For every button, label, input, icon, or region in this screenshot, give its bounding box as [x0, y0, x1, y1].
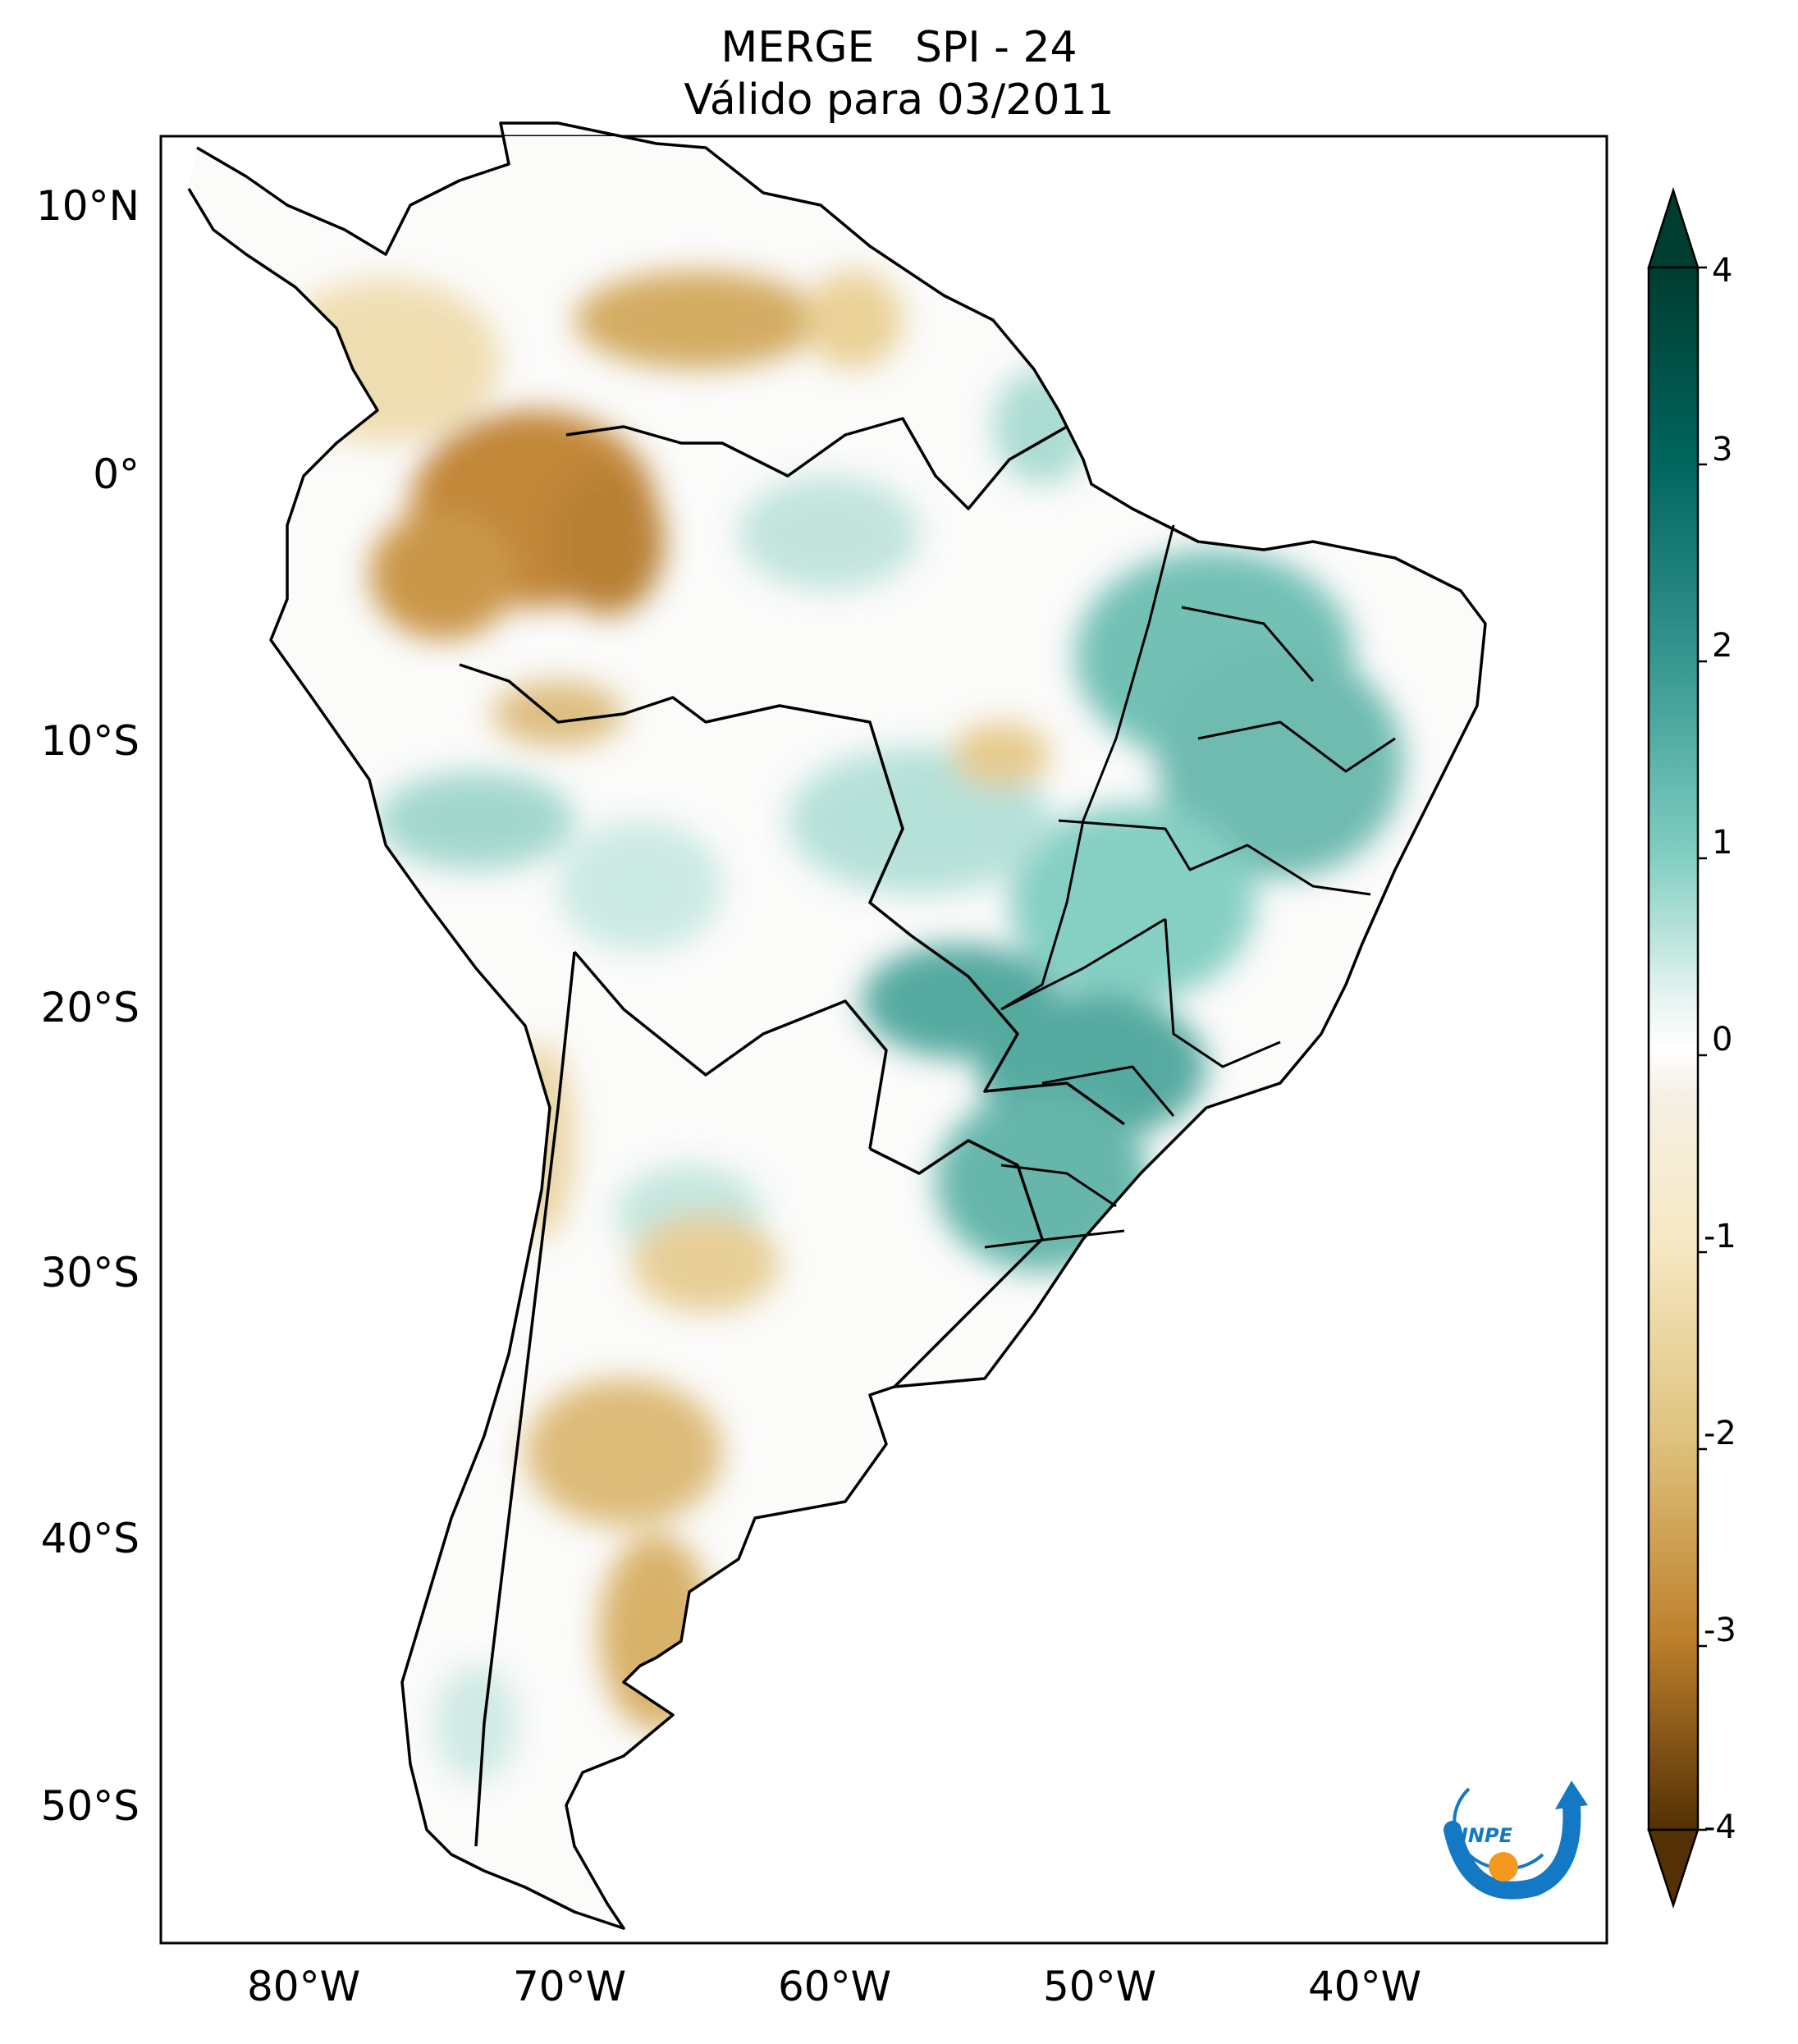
logo-orange-circle	[1489, 1852, 1518, 1882]
lat-tick-label: 10°N	[36, 182, 140, 230]
lat-tick-label: 30°S	[41, 1249, 140, 1296]
border-andes	[474, 951, 576, 1847]
lon-tick-label: 60°W	[778, 1963, 891, 2010]
lat-tick-label: 50°S	[41, 1782, 140, 1830]
border-states	[984, 524, 1396, 1249]
lat-tick-label: 20°S	[41, 984, 140, 1031]
lon-tick-label: 50°W	[1043, 1963, 1156, 2010]
lon-tick-labels: 80°W 70°W 60°W 50°W 40°W	[247, 1963, 1421, 2010]
lat-tick-label: 40°S	[41, 1515, 140, 1562]
lon-tick-label: 40°W	[1308, 1963, 1421, 2010]
border-paraguay-argentina	[869, 1139, 1044, 1388]
borders	[187, 121, 1487, 1930]
inpe-logo: INPE	[1443, 1781, 1588, 1900]
lon-tick-label: 80°W	[247, 1963, 360, 2010]
border-bolivia	[573, 950, 888, 1150]
colorbar-tick-label: -1	[1704, 1218, 1736, 1255]
colorbar-tick-label: 3	[1712, 431, 1732, 469]
border-brazil-west	[459, 663, 1126, 1126]
colorbar-tick-label: 0	[1712, 1021, 1732, 1059]
colorbar-min-extend	[1647, 1828, 1700, 1909]
logo-text: INPE	[1461, 1824, 1513, 1847]
logo-arrow	[1555, 1781, 1588, 1809]
coastline	[187, 121, 1487, 1930]
lat-tick-label: 0°	[93, 450, 140, 498]
map-subtitle: Válido para 03/2011	[684, 75, 1114, 125]
lat-tick-label: 10°S	[41, 717, 140, 765]
colorbar-ticks	[1698, 266, 1707, 1831]
colorbar: 4 3 2 1 0 -1 -2 -3 -4	[1647, 186, 1736, 1909]
colorbar-tick-label: -2	[1704, 1415, 1736, 1452]
lat-tick-labels: 10°N 0° 10°S 20°S 30°S 40°S 50°S	[36, 182, 140, 1830]
colorbar-tick-label: -4	[1704, 1809, 1736, 1846]
logo-arc	[1443, 1796, 1581, 1900]
colorbar-bar	[1647, 266, 1700, 1831]
border-brazil-north	[565, 417, 1068, 510]
colorbar-tick-label: 1	[1712, 824, 1732, 862]
colorbar-max-extend	[1647, 186, 1700, 269]
colorbar-tick-label: 2	[1712, 627, 1732, 665]
map-title: MERGE SPI - 24	[721, 23, 1077, 72]
colorbar-tick-label: -3	[1704, 1612, 1736, 1649]
colorbar-tick-label: 4	[1712, 252, 1732, 290]
lon-tick-label: 70°W	[513, 1963, 626, 2010]
